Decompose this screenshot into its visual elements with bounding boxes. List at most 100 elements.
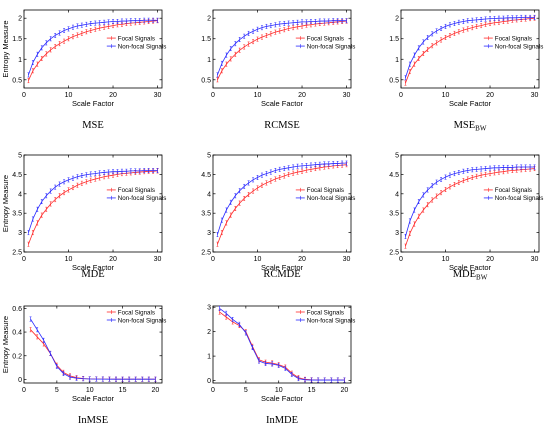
- data-point-nonfocal: [506, 15, 509, 21]
- data-point-nonfocal: [58, 181, 61, 187]
- chart-panel-4: 0 10 20 30 2.5 3 3.5 4 4.5 5 Scale Factor Entropy M…: [1, 153, 166, 281]
- plot-frame: [23, 305, 163, 384]
- x-tick-label: 20: [109, 256, 117, 263]
- data-point-nonfocal: [49, 350, 52, 356]
- y-tick-label: 1.5: [201, 36, 211, 43]
- data-point-nonfocal: [220, 217, 223, 223]
- data-point-nonfocal: [67, 177, 70, 183]
- data-point-focal: [265, 33, 268, 38]
- legend-label: Focal Signals: [118, 35, 155, 42]
- data-point-nonfocal: [256, 175, 259, 180]
- data-point-nonfocal: [283, 166, 286, 172]
- data-point-nonfocal: [422, 39, 425, 45]
- x-axis-label: Scale Factor: [261, 394, 304, 403]
- x-tick-label: 10: [442, 92, 450, 99]
- data-point-nonfocal: [152, 168, 155, 173]
- data-point-nonfocal: [29, 316, 32, 322]
- series-line-focal: [30, 329, 156, 380]
- data-point-nonfocal: [417, 45, 420, 51]
- series-line-focal: [405, 168, 535, 247]
- data-point-nonfocal: [471, 17, 474, 23]
- x-axis-label: Scale Factor: [261, 99, 304, 108]
- y-tick-label: 2.5: [201, 250, 211, 257]
- data-point-nonfocal: [258, 358, 260, 364]
- data-point-nonfocal: [101, 376, 104, 382]
- data-point-nonfocal: [318, 161, 321, 167]
- data-point-nonfocal: [252, 177, 255, 183]
- data-point-nonfocal: [408, 218, 411, 224]
- legend-label: Non-focal Signals: [118, 317, 167, 324]
- data-point-nonfocal: [323, 377, 326, 383]
- data-point-nonfocal: [85, 172, 88, 178]
- data-point-focal: [49, 201, 52, 207]
- data-point-focal: [296, 169, 299, 175]
- data-point-focal: [453, 182, 456, 187]
- data-point-focal: [278, 175, 281, 180]
- data-point-nonfocal: [287, 165, 290, 171]
- data-point-nonfocal: [426, 187, 429, 193]
- panel-caption: MDE: [81, 269, 104, 280]
- data-point-focal: [475, 23, 478, 29]
- data-point-nonfocal: [36, 51, 39, 57]
- data-point-nonfocal: [336, 377, 339, 383]
- data-point-focal: [422, 51, 425, 56]
- data-point-focal: [63, 190, 66, 196]
- panel-caption-subscript: BW: [476, 274, 488, 282]
- data-point-focal: [98, 25, 101, 31]
- legend-label: Focal Signals: [495, 35, 532, 42]
- data-point-focal: [413, 221, 416, 227]
- data-point-nonfocal: [502, 164, 505, 170]
- y-tick-label: 3: [207, 305, 211, 312]
- data-point-focal: [58, 193, 61, 199]
- data-point-nonfocal: [274, 22, 277, 28]
- data-point-nonfocal: [45, 40, 48, 46]
- data-point-nonfocal: [45, 193, 48, 199]
- y-tick-label: 1: [395, 57, 399, 64]
- data-point-nonfocal: [225, 52, 228, 58]
- x-tick-label: 20: [486, 256, 494, 263]
- data-point-nonfocal: [444, 174, 447, 180]
- data-point-focal: [457, 29, 460, 35]
- data-point-nonfocal: [216, 232, 219, 237]
- y-tick-label: 0.5: [389, 77, 399, 84]
- legend-label: Focal Signals: [307, 35, 344, 42]
- data-point-nonfocal: [497, 165, 500, 171]
- data-point-focal: [63, 38, 66, 44]
- data-point-nonfocal: [297, 376, 300, 382]
- data-point-focal: [247, 192, 250, 198]
- y-tick-label: 2: [18, 16, 22, 23]
- data-point-nonfocal: [103, 170, 106, 175]
- data-point-nonfocal: [85, 21, 88, 27]
- data-point-nonfocal: [147, 376, 150, 382]
- x-tick-label: 20: [486, 92, 494, 99]
- data-point-nonfocal: [69, 374, 71, 380]
- data-point-focal: [448, 184, 451, 190]
- data-point-nonfocal: [274, 168, 277, 173]
- data-point-nonfocal: [36, 327, 39, 333]
- data-point-nonfocal: [408, 61, 411, 67]
- series-line-nonfocal: [405, 16, 535, 78]
- data-point-nonfocal: [480, 166, 483, 172]
- data-point-nonfocal: [515, 164, 518, 170]
- data-point-nonfocal: [444, 23, 447, 29]
- data-point-focal: [269, 178, 272, 184]
- data-point-focal: [489, 21, 492, 26]
- plot-frame: [212, 305, 352, 384]
- data-point-focal: [40, 212, 43, 218]
- data-point-nonfocal: [147, 168, 150, 173]
- data-point-nonfocal: [345, 160, 348, 166]
- data-point-nonfocal: [435, 179, 438, 185]
- data-point-nonfocal: [431, 183, 434, 189]
- data-point-nonfocal: [107, 169, 110, 175]
- data-point-nonfocal: [422, 192, 425, 198]
- data-point-nonfocal: [304, 377, 306, 383]
- data-point-nonfocal: [435, 28, 438, 34]
- x-tick-label: 20: [341, 387, 349, 394]
- data-point-focal: [283, 173, 286, 179]
- panel-caption: RCMDE: [263, 269, 300, 280]
- y-tick-label: 1: [207, 57, 211, 64]
- data-point-nonfocal: [94, 171, 97, 177]
- panel-caption: MSEBW: [454, 120, 487, 133]
- data-point-focal: [435, 40, 438, 46]
